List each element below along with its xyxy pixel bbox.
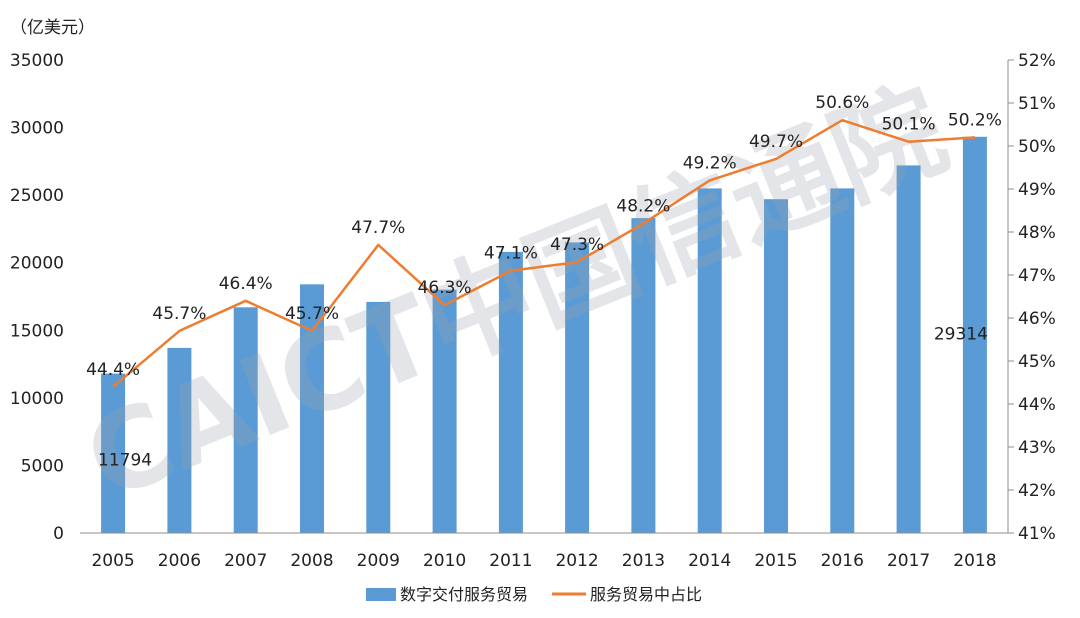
- share-label-2016: 50.6%: [815, 93, 869, 113]
- share-label-2011: 47.1%: [484, 244, 538, 264]
- share-label-2015: 49.7%: [749, 132, 803, 152]
- share-label-2014: 49.2%: [683, 153, 737, 173]
- bar-series: [101, 136, 987, 534]
- y-left-tick-label: 30000: [10, 119, 64, 139]
- bar-2009: [366, 301, 391, 533]
- bar-2010: [432, 289, 457, 533]
- x-tick-label: 2014: [688, 551, 731, 571]
- bar-2007: [233, 307, 258, 533]
- share-label-2005: 44.4%: [86, 360, 140, 380]
- legend-label-bars: 数字交付服务贸易: [400, 585, 528, 604]
- x-tick-label: 2011: [489, 551, 532, 571]
- x-tick-label: 2013: [622, 551, 665, 571]
- y-left-tick-label: 25000: [10, 186, 64, 206]
- y-right-tick-label: 44%: [1018, 395, 1056, 415]
- y-axis-unit-label: （亿美元）: [10, 18, 95, 38]
- y-left-tick-label: 15000: [10, 321, 64, 341]
- y-right-tick-label: 49%: [1018, 180, 1056, 200]
- share-label-2009: 47.7%: [351, 218, 405, 238]
- x-tick-label: 2010: [423, 551, 466, 571]
- share-line: [112, 118, 975, 388]
- bar-2013: [631, 218, 656, 533]
- data-labels: 44.4% 45.7% 46.4% 45.7% 47.7% 46.3% 47.1% 47.3%…: [86, 93, 1002, 470]
- y-right-tick-label: 43%: [1018, 438, 1056, 458]
- y-right-tick-label: 52%: [1018, 51, 1056, 71]
- y-right-tick-label: 48%: [1018, 223, 1056, 243]
- bar-2015: [764, 199, 788, 533]
- x-tick-label: 2007: [224, 551, 267, 571]
- bar-2014: [697, 188, 722, 533]
- y-right-tick-label: 42%: [1018, 481, 1056, 501]
- bar-2017: [896, 165, 921, 533]
- x-tick-label: 2009: [357, 551, 400, 571]
- source-credit-text: 大数跨境: [46, 589, 114, 609]
- y-left-tick-label: 5000: [21, 456, 64, 476]
- share-label-2017: 50.1%: [882, 115, 936, 135]
- bar-2016: [830, 188, 855, 533]
- line-series: [112, 118, 975, 388]
- bar-2008: [300, 284, 324, 533]
- bar-2011: [498, 251, 523, 533]
- x-tick-label: 2005: [91, 551, 134, 571]
- y-right-tick-label: 50%: [1018, 137, 1056, 157]
- bar-2006: [167, 347, 192, 533]
- x-tick-label: 2018: [953, 551, 996, 571]
- y-right-tick-label: 51%: [1018, 94, 1056, 114]
- share-label-2008: 45.7%: [285, 304, 339, 324]
- x-tick-label: 2012: [555, 551, 598, 571]
- share-label-2010: 46.3%: [418, 278, 472, 298]
- x-tick-label: 2016: [821, 551, 864, 571]
- x-tick-label: 2015: [754, 551, 797, 571]
- bar-2005: [101, 373, 126, 533]
- legend-label-line: 服务贸易中占比: [590, 585, 702, 604]
- y-left-tick-label: 35000: [10, 51, 64, 71]
- source-credit-logo-icon: [9, 588, 41, 607]
- legend-swatch-bars: [366, 588, 396, 601]
- bar-2018: [962, 136, 987, 534]
- y-right-tick-label: 45%: [1018, 352, 1056, 372]
- share-label-2018: 50.2%: [948, 110, 1002, 130]
- x-tick-label: 2008: [290, 551, 333, 571]
- bar-value-label-2005: 11794: [98, 450, 152, 470]
- share-label-2012: 47.3%: [550, 235, 604, 255]
- y-right-tick-label: 46%: [1018, 309, 1056, 329]
- y-left-tick-label: 20000: [10, 254, 64, 274]
- y-right-tick-label: 47%: [1018, 266, 1056, 286]
- y-left-tick-label: 0: [53, 524, 64, 544]
- axes: 0 5000 10000 15000 20000 25000 30000 35000 41% 42…: [10, 51, 1056, 571]
- source-credit: 大数跨境: [9, 588, 114, 609]
- y-right-tick-label: 41%: [1018, 524, 1056, 544]
- share-label-2013: 48.2%: [616, 196, 670, 216]
- share-label-2006: 45.7%: [152, 304, 206, 324]
- x-tick-label: 2017: [887, 551, 930, 571]
- bar-value-label-2018: 29314: [934, 325, 988, 345]
- legend: 数字交付服务贸易 服务贸易中占比: [366, 585, 702, 604]
- y-left-tick-label: 10000: [10, 389, 64, 409]
- bar-2012: [565, 242, 590, 533]
- x-tick-label: 2006: [158, 551, 201, 571]
- share-label-2007: 46.4%: [219, 274, 273, 294]
